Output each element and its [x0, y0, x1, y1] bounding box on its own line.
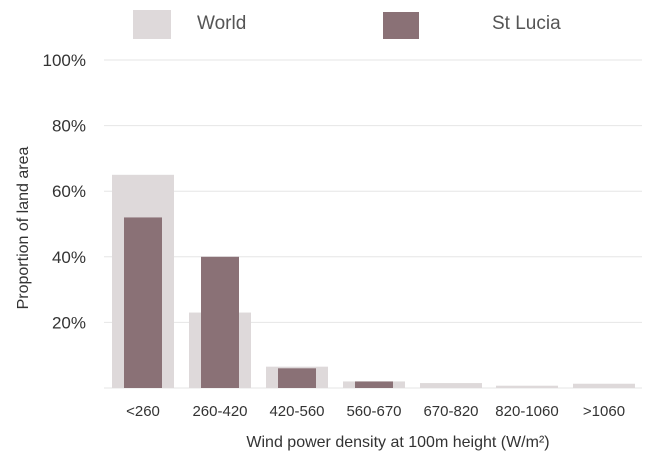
legend-label-st-lucia: St Lucia — [492, 13, 561, 34]
x-tick-label: 560-670 — [346, 403, 401, 420]
x-tick-label: 260-420 — [192, 403, 247, 420]
bar-st-lucia-0 — [124, 217, 162, 388]
gridlines — [104, 59, 642, 389]
x-axis-title: Wind power density at 100m height (W/m²) — [246, 434, 549, 451]
bar-st-lucia-3 — [355, 381, 393, 388]
bar-world-4 — [420, 383, 482, 388]
y-tick-label: 20% — [52, 313, 86, 332]
y-tick-label: 100% — [43, 51, 86, 70]
x-tick-label: <260 — [126, 403, 160, 420]
bar-st-lucia-1 — [201, 256, 239, 388]
x-axis-ticks: <260 260-420 420-560 560-670 670-820 820-1060… — [126, 403, 625, 420]
st-lucia-bars — [124, 217, 393, 388]
bar-world-6 — [573, 383, 635, 388]
y-axis-ticks: 20% 40% 60% 80% 100% — [43, 51, 86, 332]
legend-swatch-st-lucia — [383, 12, 419, 39]
y-axis-title: Proportion of land area — [15, 147, 32, 310]
legend-swatch-world — [133, 10, 171, 39]
bar-world-5 — [496, 385, 558, 388]
bar-st-lucia-2 — [278, 368, 316, 388]
x-tick-label: 820-1060 — [495, 403, 558, 420]
x-tick-label: >1060 — [583, 403, 625, 420]
legend-label-world: World — [197, 13, 246, 34]
x-tick-label: 420-560 — [269, 403, 324, 420]
y-tick-label: 40% — [52, 248, 86, 267]
legend: World St Lucia — [133, 10, 561, 39]
world-bars — [112, 174, 635, 388]
y-tick-label: 80% — [52, 117, 86, 136]
y-tick-label: 60% — [52, 182, 86, 201]
x-tick-label: 670-820 — [423, 403, 478, 420]
